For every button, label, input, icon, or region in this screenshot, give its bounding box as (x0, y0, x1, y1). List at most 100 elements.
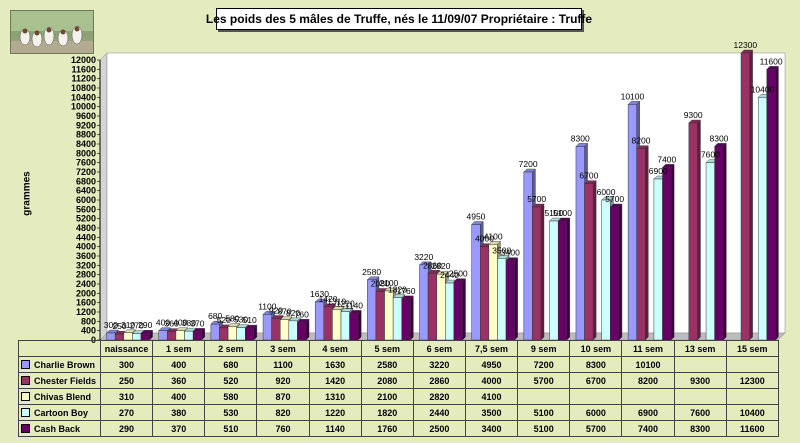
table-cell: 520 (204, 372, 258, 389)
y-tick-label: 7600 (76, 158, 96, 168)
y-tick-label: 1600 (76, 298, 96, 308)
bar (340, 311, 350, 341)
bar (557, 220, 568, 341)
table-header-row: naissance 1 sem 2 sem 3 sem 4 sem 5 sem 6 sem 7… (18, 340, 779, 357)
bar (505, 260, 515, 341)
y-tick-label: 8800 (76, 130, 96, 140)
data-label: 1630 (310, 289, 329, 299)
bar (497, 258, 507, 341)
bar (532, 206, 542, 341)
table-cell: 8200 (621, 372, 675, 389)
bar-side (305, 318, 310, 341)
table-cell: 1630 (308, 356, 362, 373)
bar (436, 273, 446, 341)
y-tick-label: 6400 (76, 186, 96, 196)
data-label: 820 (286, 308, 300, 318)
table-cell: 5100 (517, 420, 571, 437)
table-cell: 250 (99, 372, 154, 389)
table-cell: 290 (99, 420, 154, 437)
bar (158, 330, 168, 341)
table-cell: 10100 (621, 356, 675, 373)
table-cell: 370 (152, 420, 206, 437)
table-cell (621, 388, 675, 405)
table-cell: 530 (204, 404, 258, 421)
table-cell: 2500 (412, 420, 466, 437)
table-cell: 820 (256, 404, 310, 421)
table-cell: 310 (99, 388, 154, 405)
table-cell: 680 (204, 356, 258, 373)
data-label: 4100 (484, 231, 503, 241)
data-label: 530 (234, 315, 248, 325)
table-cell: 2440 (412, 404, 466, 421)
legend-swatch (21, 423, 30, 433)
table-cell: 8300 (673, 420, 727, 437)
table-cell (517, 388, 571, 405)
data-label: 5700 (527, 194, 546, 204)
x-tick-label: 9 sem (517, 340, 571, 357)
legend-entry: Charlie Brown (18, 356, 101, 373)
bar (610, 206, 620, 341)
table-row: Cash Back 290 370 510 760 1140 1760 2500 3400 510… (18, 420, 779, 437)
data-label: 1220 (336, 299, 355, 309)
table-cell: 9300 (673, 372, 727, 389)
x-tick-label: naissance (99, 340, 154, 357)
data-label: 400 (156, 318, 170, 328)
table-cell: 510 (204, 420, 258, 437)
bar (140, 332, 150, 341)
legend-swatch (21, 359, 30, 369)
data-label: 6700 (579, 171, 598, 181)
bar (219, 327, 229, 341)
data-label: 2580 (362, 267, 381, 277)
bar-side (410, 295, 414, 341)
table-cell: 5700 (517, 372, 571, 389)
y-tick-label: 2400 (76, 279, 96, 289)
table-cell: 580 (204, 388, 258, 405)
x-tick-label: 4 sem (308, 340, 362, 357)
data-label: 10100 (621, 91, 645, 101)
bar-side (514, 257, 518, 341)
table-cell: 4100 (464, 388, 519, 405)
bar (488, 244, 498, 341)
table-cell: 1100 (256, 356, 310, 373)
table-cell: 380 (152, 404, 206, 421)
table-cell: 3500 (464, 404, 519, 421)
y-tick-label: 6800 (76, 176, 96, 186)
table-cell: 1310 (308, 388, 362, 405)
legend-label: Cartoon Boy (34, 407, 88, 418)
data-label: 290 (138, 320, 152, 330)
dogs-photo-icon (10, 10, 94, 54)
data-table: naissance 1 sem 2 sem 3 sem 4 sem 5 sem 6 sem 7… (18, 340, 779, 437)
legend-swatch (21, 375, 30, 385)
data-label: 11600 (760, 56, 783, 66)
data-label: 2080 (371, 278, 390, 288)
data-label: 1420 (319, 294, 338, 304)
table-cell: 2080 (360, 372, 414, 389)
y-tick-label: 5200 (76, 214, 96, 224)
data-label: 3220 (414, 252, 433, 262)
table-cell: 2820 (412, 388, 466, 405)
bar (427, 273, 437, 341)
data-label: 760 (295, 309, 309, 319)
table-cell: 6700 (569, 372, 623, 389)
table-cell (725, 356, 779, 373)
bar (384, 290, 394, 341)
bar (766, 69, 776, 341)
table-row: Cartoon Boy 270 380 530 820 1220 1820 2440 3500 5… (18, 404, 779, 421)
table-cell: 2100 (360, 388, 414, 405)
data-label: 3400 (501, 248, 520, 258)
data-label: 6900 (649, 166, 668, 176)
bar (271, 318, 281, 341)
x-tick-label: 5 sem (360, 340, 414, 357)
y-tick-label: 9200 (76, 120, 96, 130)
bar (349, 313, 359, 341)
legend-entry: Chivas Blend (18, 388, 101, 405)
y-tick-label: 10800 (71, 83, 96, 93)
table-cell: 1220 (308, 404, 362, 421)
bar-side (618, 203, 623, 341)
data-label: 580 (225, 313, 239, 323)
data-label: 270 (130, 321, 144, 331)
legend-label: Cash Back (34, 423, 81, 434)
y-tick-label: 12000 (71, 55, 96, 65)
legend-label: Charlie Brown (34, 359, 96, 370)
